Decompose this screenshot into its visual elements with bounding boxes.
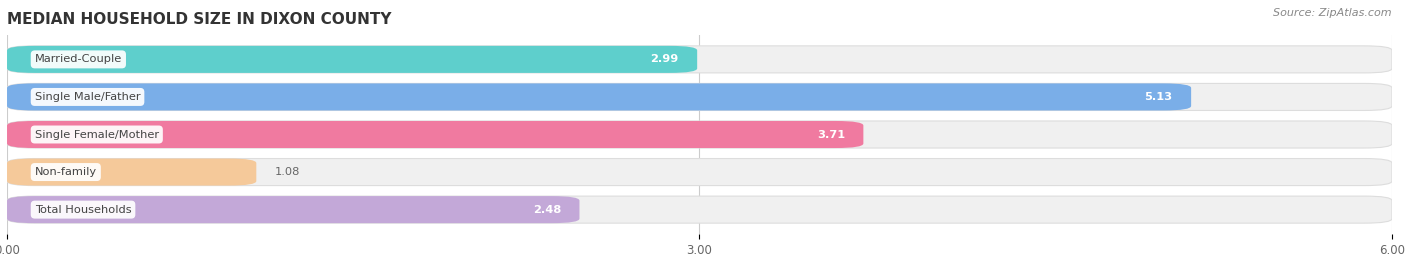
FancyBboxPatch shape [7,121,1392,148]
Text: 2.99: 2.99 [651,54,679,64]
FancyBboxPatch shape [7,83,1392,111]
Text: MEDIAN HOUSEHOLD SIZE IN DIXON COUNTY: MEDIAN HOUSEHOLD SIZE IN DIXON COUNTY [7,12,391,27]
FancyBboxPatch shape [7,196,579,223]
Text: Married-Couple: Married-Couple [35,54,122,64]
Text: Non-family: Non-family [35,167,97,177]
FancyBboxPatch shape [7,83,1191,111]
Text: Single Male/Father: Single Male/Father [35,92,141,102]
Text: Total Households: Total Households [35,205,131,215]
FancyBboxPatch shape [7,46,1392,73]
Text: 2.48: 2.48 [533,205,561,215]
FancyBboxPatch shape [7,121,863,148]
Text: 5.13: 5.13 [1144,92,1173,102]
Text: 3.71: 3.71 [817,129,845,140]
FancyBboxPatch shape [7,158,256,186]
FancyBboxPatch shape [7,196,1392,223]
Text: Source: ZipAtlas.com: Source: ZipAtlas.com [1274,8,1392,18]
Text: Single Female/Mother: Single Female/Mother [35,129,159,140]
FancyBboxPatch shape [7,158,1392,186]
Text: 1.08: 1.08 [274,167,299,177]
FancyBboxPatch shape [7,46,697,73]
